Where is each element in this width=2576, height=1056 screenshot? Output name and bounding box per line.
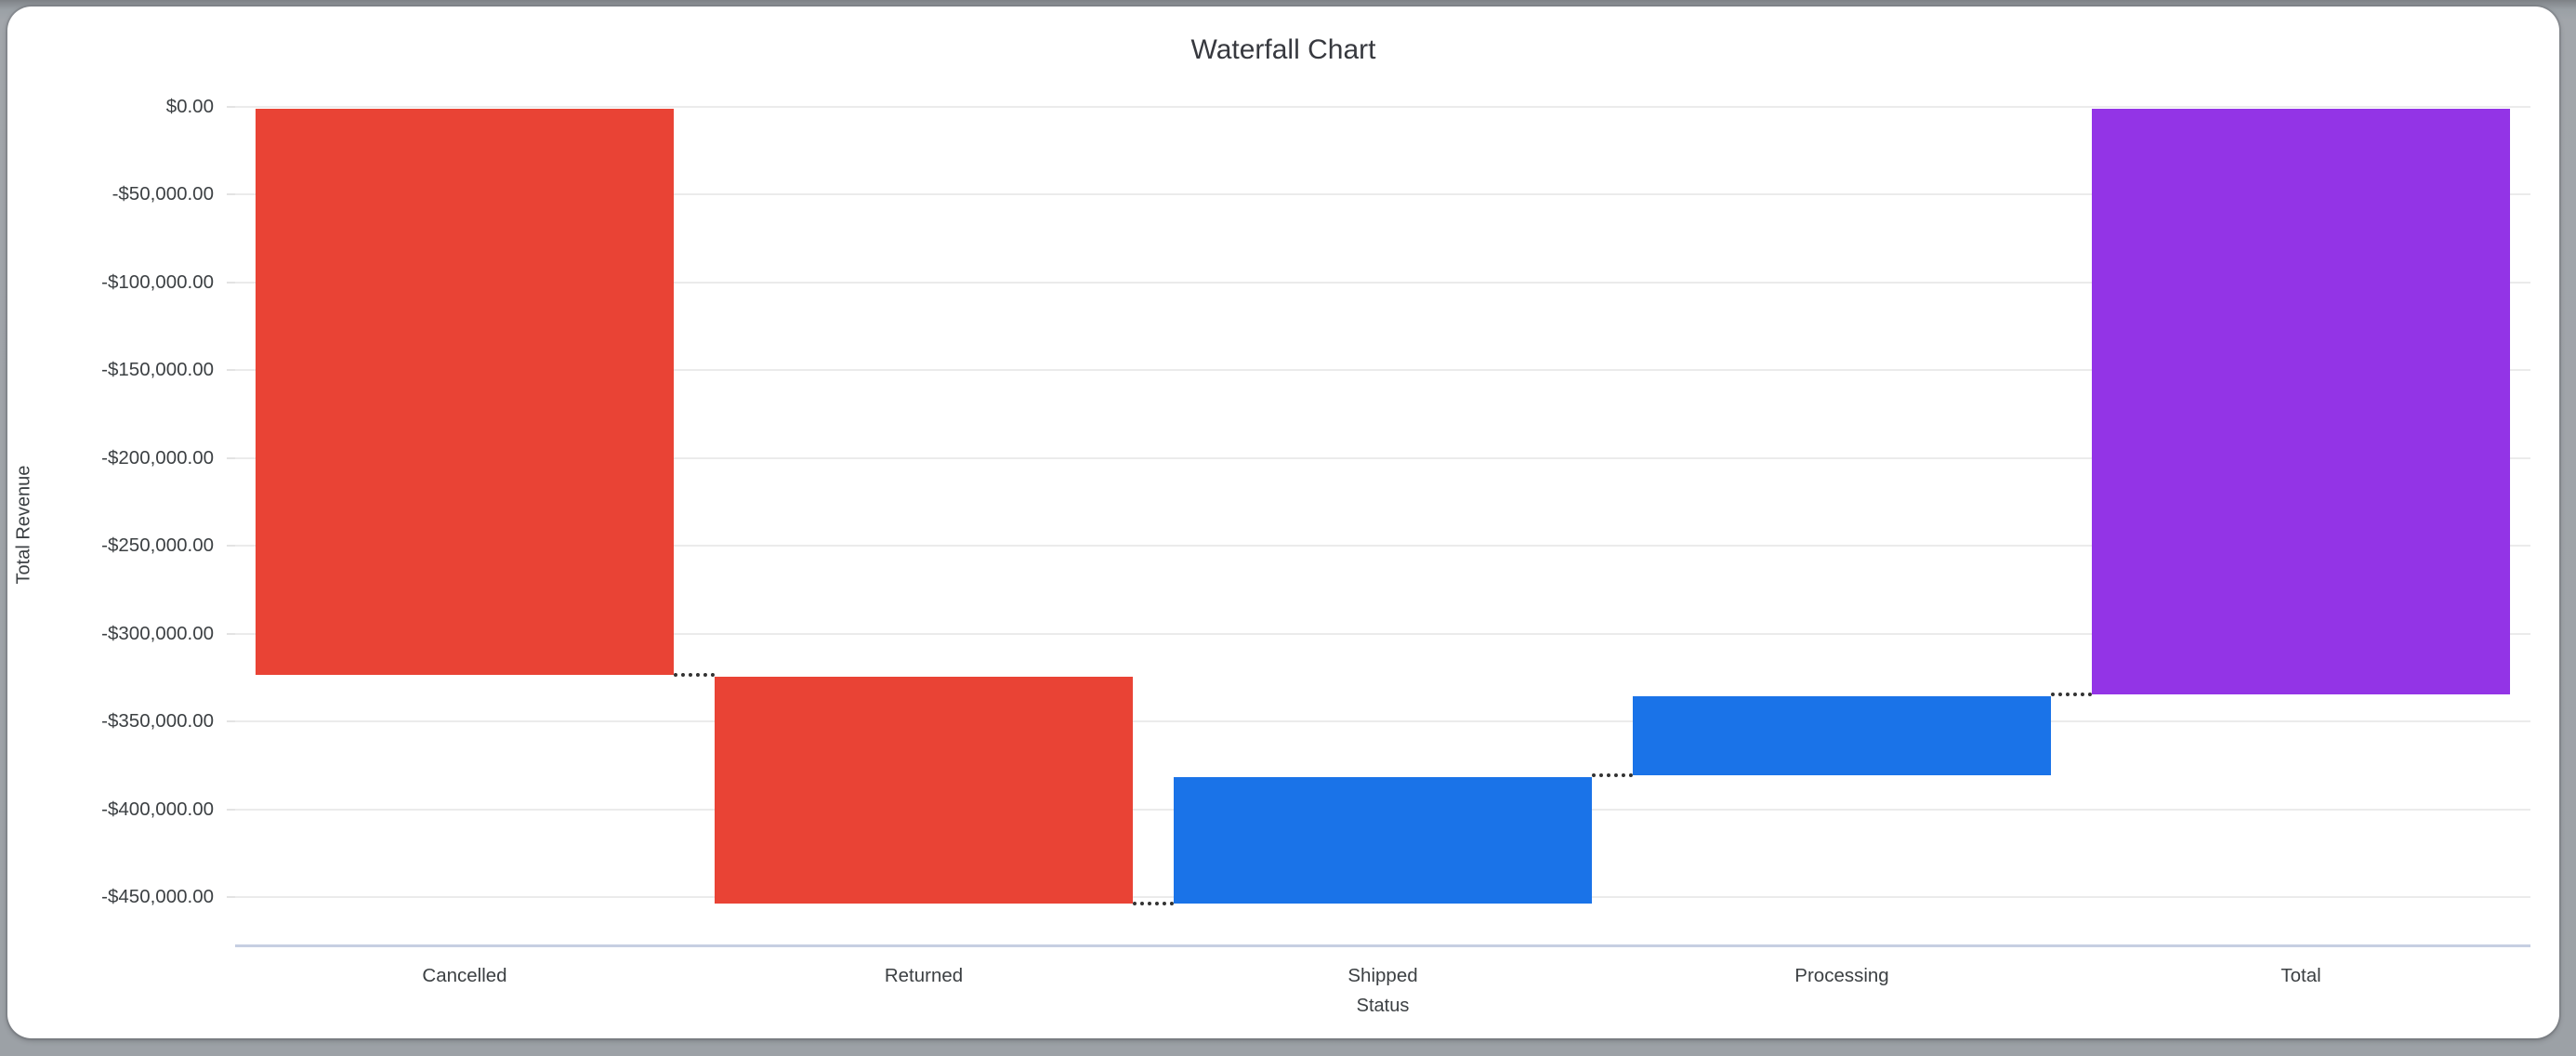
y-tickmark (227, 369, 235, 372)
gridline (235, 456, 2530, 459)
y-axis-title: Total Revenue (13, 465, 34, 585)
y-tickmark (227, 456, 235, 459)
y-tickmark (227, 632, 235, 635)
x-axis-title: Status (1356, 996, 1410, 1016)
y-tickmark (227, 193, 235, 196)
gridline (235, 281, 2530, 284)
y-tick-label: -$50,000.00 (112, 183, 214, 205)
y-tickmark (227, 720, 235, 723)
x-tick-label-shipped: Shipped (1347, 965, 1418, 986)
bar-shipped[interactable] (1173, 777, 1592, 904)
chart-title: Waterfall Chart (1190, 34, 1376, 65)
x-tick-label-total: Total (2280, 965, 2321, 986)
bar-returned[interactable] (714, 676, 1133, 904)
bar-processing[interactable] (1632, 695, 2051, 776)
y-tick-label: -$450,000.00 (101, 886, 214, 907)
y-tick-label: -$350,000.00 (101, 710, 214, 733)
y-tick-label: -$100,000.00 (101, 271, 214, 293)
x-axis-line (235, 944, 2530, 947)
y-tick-label: -$150,000.00 (101, 359, 214, 381)
waterfall-connector (1592, 773, 1633, 778)
y-tick-label: -$300,000.00 (101, 622, 214, 644)
gridline (235, 369, 2530, 372)
chart-card: Waterfall Chart Total Revenue $0.00 -$50,… (7, 7, 2559, 1038)
y-tickmark (227, 896, 235, 898)
y-tickmark (227, 808, 235, 811)
y-tickmark (227, 106, 235, 108)
y-tickmark (227, 545, 235, 548)
y-tick-label: -$250,000.00 (101, 535, 214, 557)
waterfall-connector (674, 672, 715, 677)
waterfall-chart: Waterfall Chart Total Revenue $0.00 -$50,… (7, 7, 2559, 1038)
y-tick-label: -$400,000.00 (101, 798, 214, 820)
gridline (235, 545, 2530, 548)
x-tick-label-processing: Processing (1794, 965, 1889, 986)
gridline (235, 193, 2530, 196)
x-tick-label-returned: Returned (884, 965, 964, 986)
waterfall-connector (2051, 692, 2092, 696)
gridline (235, 720, 2530, 723)
waterfall-connector (1133, 901, 1174, 905)
y-tickmark (227, 281, 235, 284)
gridline (235, 106, 2530, 108)
gridline (235, 632, 2530, 635)
bar-total[interactable] (2091, 109, 2510, 694)
bar-cancelled[interactable] (255, 109, 674, 675)
x-tick-label-cancelled: Cancelled (422, 965, 507, 986)
y-tick-label: -$200,000.00 (101, 446, 214, 469)
y-tick-label: $0.00 (165, 96, 214, 117)
